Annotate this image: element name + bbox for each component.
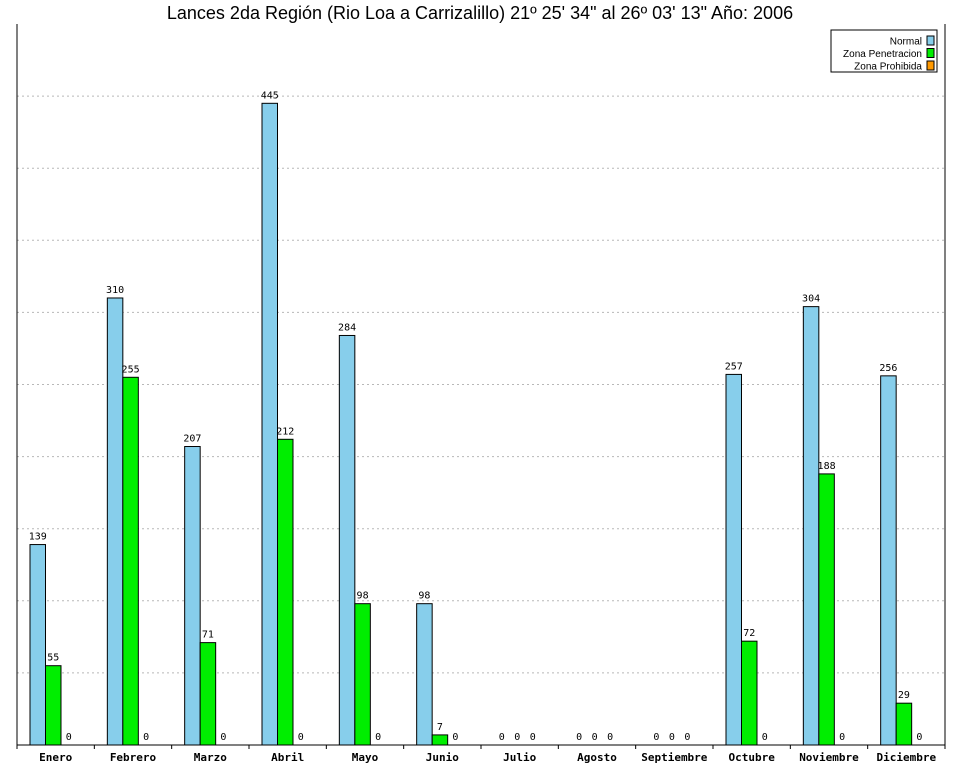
data-label: 0 [653, 732, 659, 743]
x-tick-label: Septiembre [641, 751, 708, 764]
data-label: 71 [202, 630, 214, 641]
data-label: 0 [762, 732, 768, 743]
x-tick-labels: Enero Febrero Marzo Abril Mayo Junio Julio Agos… [39, 751, 936, 764]
data-label: 98 [418, 591, 430, 602]
data-label: 7 [437, 722, 443, 733]
data-label: 72 [743, 628, 755, 639]
data-label: 55 [47, 653, 59, 664]
data-label: 0 [916, 732, 922, 743]
x-tick-label: Diciembre [877, 751, 937, 764]
bar [122, 376, 139, 746]
data-label: 29 [898, 690, 910, 701]
bar [106, 297, 124, 746]
x-tick-label: Agosto [577, 751, 617, 764]
data-label: 0 [576, 732, 582, 743]
data-label: 257 [725, 361, 743, 372]
data-label: 207 [183, 434, 201, 445]
data-label: 0 [499, 732, 505, 743]
data-label: 0 [452, 732, 458, 743]
data-label: 0 [298, 732, 304, 743]
legend-swatch [926, 35, 935, 46]
data-label: 139 [29, 532, 47, 543]
bar [431, 734, 449, 746]
data-label: 0 [143, 732, 149, 743]
chart-title: Lances 2da Región (Rio Loa a Carrizalill… [167, 3, 793, 23]
data-label: 0 [839, 732, 845, 743]
data-label: 0 [530, 732, 536, 743]
axes-group [16, 24, 946, 749]
legend-label: Zona Prohibida [854, 62, 922, 73]
bar [818, 473, 835, 746]
data-label: 255 [122, 364, 140, 375]
bars-group [29, 102, 913, 746]
bar [880, 375, 897, 746]
x-tick-label: Mayo [352, 751, 379, 764]
bar [338, 334, 356, 746]
x-tick-label: Abril [271, 751, 304, 764]
bar [725, 373, 742, 746]
legend-swatch [926, 60, 935, 71]
data-label: 188 [818, 461, 836, 472]
data-label: 445 [261, 90, 279, 101]
bar [261, 102, 278, 746]
data-label: 98 [357, 591, 369, 602]
x-tick-label: Octubre [728, 751, 775, 764]
x-tick-label: Enero [39, 751, 72, 764]
bar [29, 544, 46, 746]
data-label: 304 [802, 294, 820, 305]
data-label: 310 [106, 285, 124, 296]
x-tick-label: Junio [426, 751, 459, 764]
legend-box [830, 29, 938, 73]
bar [184, 446, 201, 746]
bar [277, 438, 294, 746]
bar [199, 642, 217, 746]
legend-swatch [926, 48, 935, 58]
data-label: 0 [592, 732, 598, 743]
data-label: 0 [607, 732, 613, 743]
data-label: 0 [514, 732, 520, 743]
bar [802, 306, 820, 746]
bar [45, 665, 62, 746]
data-label: 212 [276, 426, 294, 437]
data-label: 0 [669, 732, 675, 743]
x-tick-label: Julio [503, 751, 536, 764]
data-label: 284 [338, 322, 356, 333]
x-tick-label: Noviembre [799, 751, 859, 764]
bar [354, 603, 371, 746]
bar [895, 702, 913, 746]
data-label: 0 [220, 732, 226, 743]
data-label: 0 [375, 732, 381, 743]
data-label: 256 [879, 363, 897, 374]
data-label: 0 [66, 732, 72, 743]
bar [416, 603, 433, 746]
bar [741, 640, 758, 746]
x-tick-label: Marzo [194, 751, 227, 764]
legend-label: Zona Penetracion [843, 49, 922, 60]
legend-label: Normal [890, 37, 922, 48]
x-tick-label: Febrero [110, 751, 157, 764]
data-label: 0 [684, 732, 690, 743]
